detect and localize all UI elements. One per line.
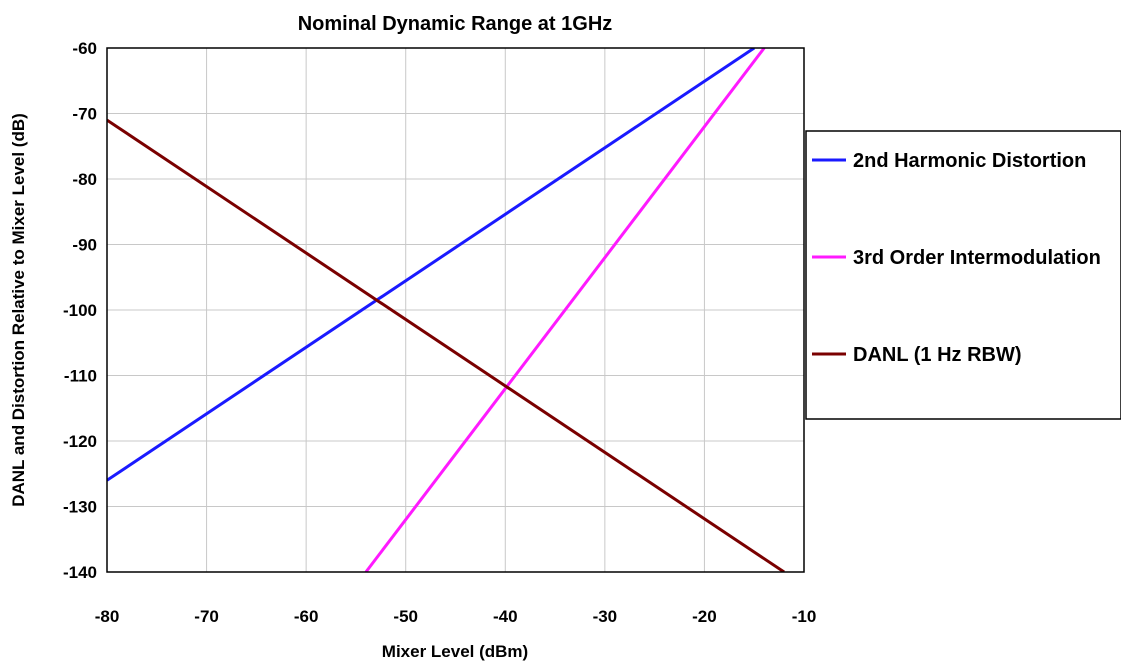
x-axis-ticks: -80 -70 -60 -50 -40 -30 -20 -10 [95,607,817,626]
plot-frame [106,47,805,573]
y-axis-ticks: -60 -70 -80 -90 -100 -110 -120 -130 -140 [63,39,97,582]
grid [107,48,804,572]
series-line-2nd-harmonic-distortion [107,48,756,482]
x-tick-label: -70 [194,607,219,626]
y-tick-label: -60 [72,39,97,58]
legend-items: 2nd Harmonic Distortion 3rd Order Intermo… [812,150,1101,366]
legend-label: DANL (1 Hz RBW) [853,344,1022,366]
x-tick-label: -60 [294,607,319,626]
x-tick-label: -30 [593,607,618,626]
y-tick-label: -100 [63,301,97,320]
series-line-danl-1-hz-rbw [107,118,785,572]
y-tick-label: -80 [72,170,97,189]
x-tick-label: -20 [692,607,717,626]
legend-label: 3rd Order Intermodulation [853,247,1101,269]
legend-label: 2nd Harmonic Distortion [853,150,1086,172]
x-axis-label: Mixer Level (dBm) [382,642,528,661]
y-tick-label: -110 [64,367,97,386]
series-line-3rd-order-intermodulation [364,48,766,572]
x-tick-label: -40 [493,607,518,626]
x-tick-label: -50 [393,607,418,626]
y-tick-label: -70 [72,105,97,124]
chart-title: Nominal Dynamic Range at 1GHz [298,13,613,35]
legend: 2nd Harmonic Distortion 3rd Order Intermo… [805,130,1121,420]
y-tick-label: -130 [63,498,97,517]
y-tick-label: -140 [63,563,97,582]
y-tick-label: -90 [72,236,97,255]
x-tick-label: -10 [792,607,817,626]
legend-box [805,130,1121,420]
x-tick-label: -80 [95,607,120,626]
series-layer [107,48,785,572]
y-axis-label: DANL and Distortion Relative to Mixer Le… [9,113,28,507]
y-tick-label: -120 [63,432,97,451]
